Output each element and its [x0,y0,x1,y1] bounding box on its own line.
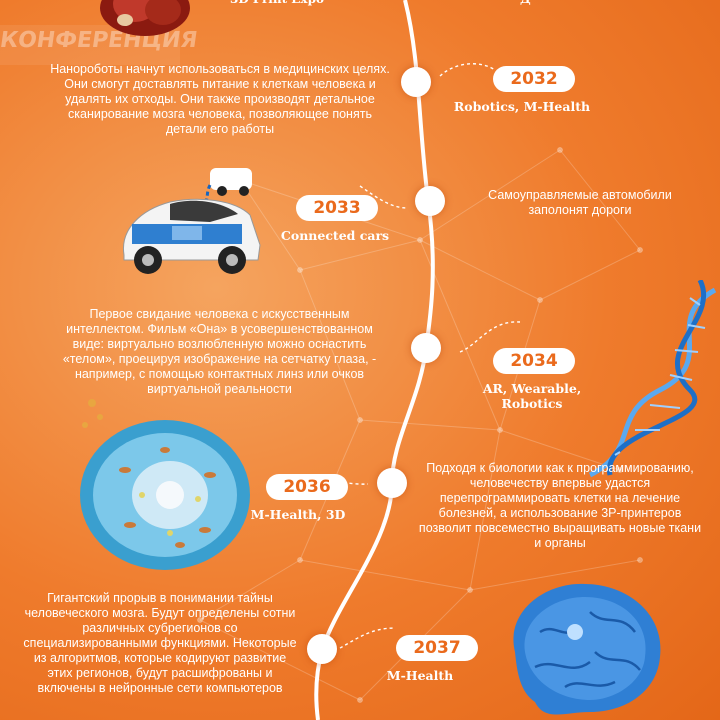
timeline-dot-2033 [415,186,445,216]
cell-illustration [80,399,250,570]
tags-2037: M-Health [386,668,454,683]
event-text-2034: Первое свидание человека с искусственным… [62,307,377,396]
year-badge-2037: 2037 [396,635,478,661]
tags-2032: Robotics, M-Health [453,99,591,114]
tags-2034: AR, Wearable, Robotics [482,381,582,411]
year-badge-2036: 2036 [266,474,348,500]
event-text-2032: Нанороботы начнут использоваться в медиц… [50,62,390,136]
event-text-2037: Гигантский прорыв в понимании тайны чело… [23,591,297,695]
timeline-dot-2036 [377,468,407,498]
heart-illustration [100,0,190,36]
dna-illustration [588,280,717,478]
year-badge-2033: 2033 [296,195,378,221]
year-badge-2032: 2032 [493,66,575,92]
timeline-dot-2032 [401,67,431,97]
timeline-dot-2034 [411,333,441,363]
brain-illustration [513,583,661,715]
tags-2036: M-Health, 3D [250,507,346,522]
event-text-2036: Подходя к биологии как к программировани… [418,461,702,550]
tags-2033: Connected cars [280,228,390,243]
car-illustration [123,168,261,274]
timeline-dot-2037 [307,634,337,664]
top-label-right: Д [520,0,531,6]
top-label-left: 3D Print Expo [230,0,324,6]
year-badge-2034: 2034 [493,348,575,374]
event-text-2033: Самоуправляемые автомобили заполонят дор… [488,188,672,217]
